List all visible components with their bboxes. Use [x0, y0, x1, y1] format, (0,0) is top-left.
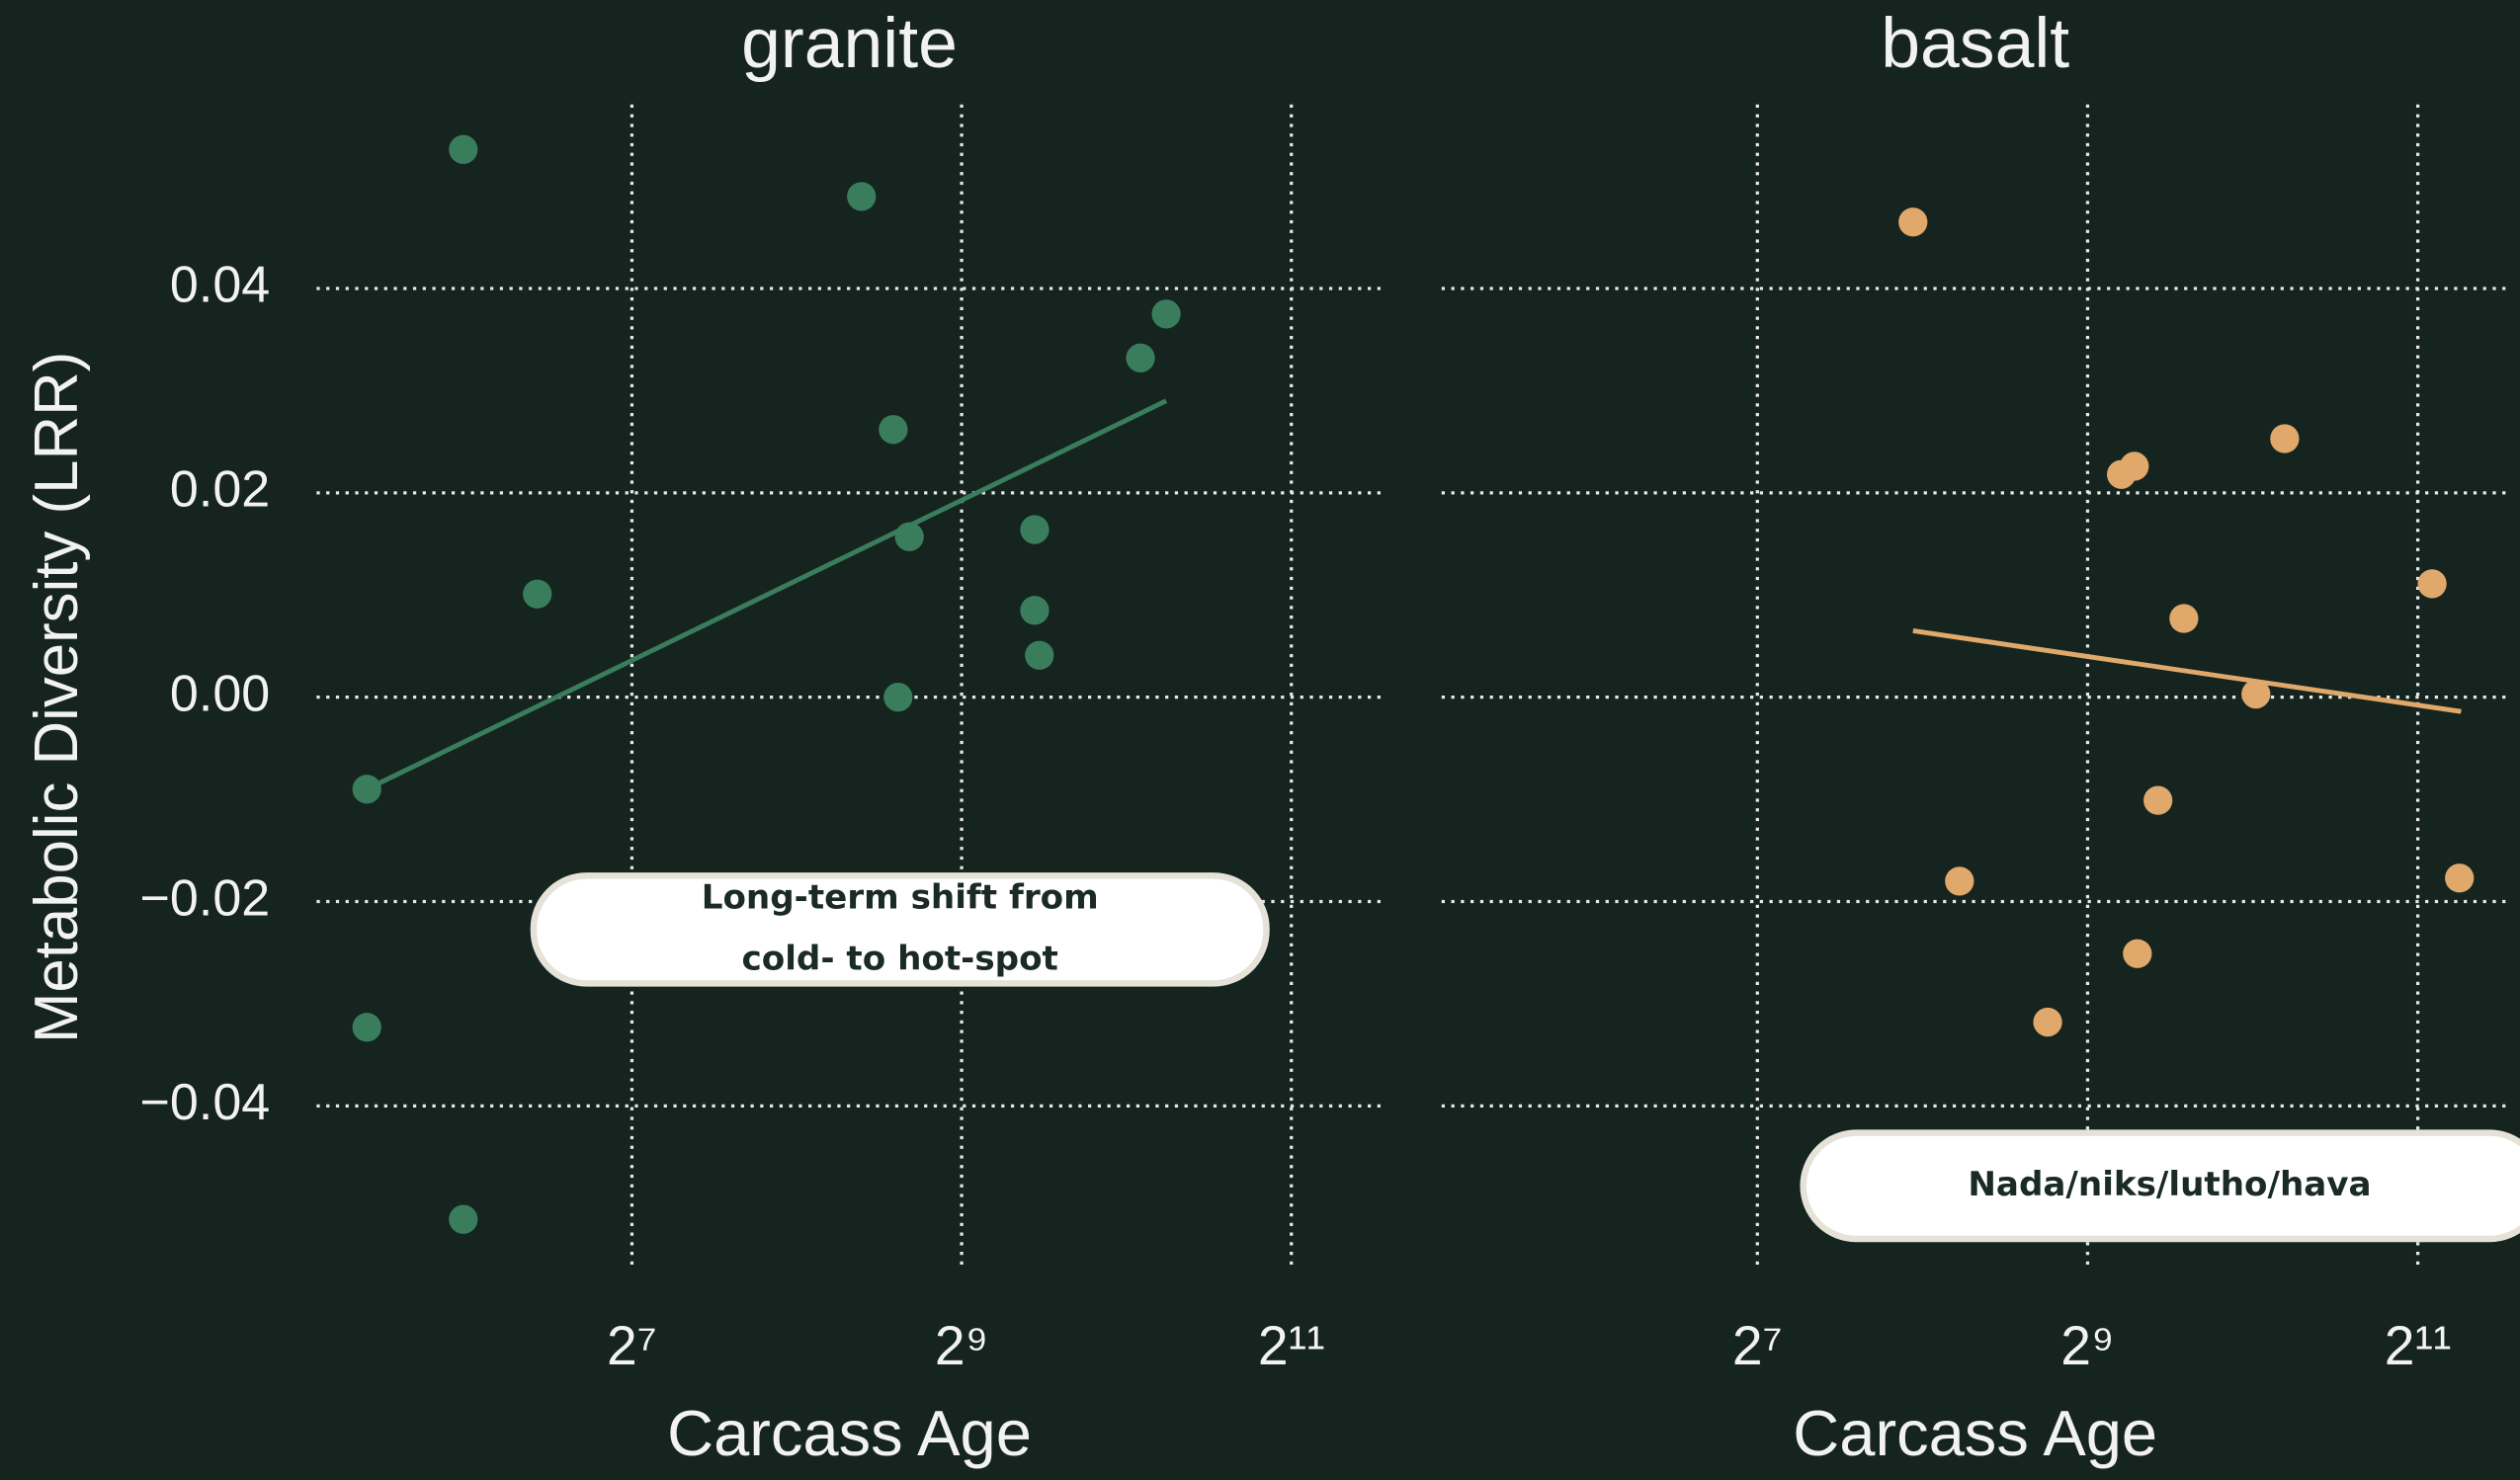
point — [2417, 569, 2447, 599]
point — [449, 1204, 478, 1234]
point — [449, 134, 478, 164]
annotation-box — [530, 872, 1270, 987]
trend-line — [366, 398, 1168, 791]
y-tick-label: 0.00 — [170, 665, 270, 722]
point — [352, 775, 381, 804]
point — [894, 522, 924, 551]
point — [883, 683, 913, 712]
y-tick-label: 0.04 — [170, 257, 270, 314]
trend-line — [1912, 628, 2462, 714]
y-axis-label: Metabolic Diversity (LRR) — [23, 352, 91, 1043]
x-axis-label: Carcass Age — [667, 1397, 1032, 1469]
point — [2123, 939, 2152, 968]
annotation-box — [1800, 1129, 2520, 1243]
point — [847, 182, 877, 211]
x-axis-label: Carcass Age — [1793, 1397, 2157, 1469]
annotation-text: Nada/niks/lutho/hava — [1968, 1165, 2371, 1204]
x-tick-label: 2⁷ — [607, 1315, 657, 1376]
point — [352, 1013, 381, 1042]
x-tick-label: 2¹¹ — [1258, 1315, 1325, 1376]
point — [2033, 1007, 2062, 1037]
point — [879, 415, 908, 445]
point — [1020, 515, 1050, 544]
panel-title: basalt — [1881, 4, 2069, 83]
point — [1020, 596, 1050, 625]
x-tick-label: 2⁹ — [935, 1315, 988, 1376]
x-tick-label: 2⁷ — [1732, 1315, 1783, 1376]
point — [1898, 207, 1928, 237]
point — [2241, 679, 2271, 709]
point — [2169, 604, 2199, 633]
y-tick-label: −0.04 — [140, 1074, 271, 1131]
point — [1025, 640, 1054, 670]
point — [523, 579, 552, 609]
point — [2445, 863, 2475, 893]
annotation-text: Long-term shift from — [702, 878, 1099, 918]
y-tick-label: 0.02 — [170, 461, 270, 519]
x-tick-label: 2¹¹ — [2385, 1315, 2452, 1376]
annotation-text: cold- to hot-spot — [742, 939, 1058, 978]
point — [2143, 785, 2173, 815]
point — [1945, 866, 1974, 896]
x-tick-label: 2⁹ — [2060, 1315, 2114, 1376]
point — [2120, 452, 2149, 481]
panel-title: granite — [741, 4, 958, 83]
y-tick-label: −0.02 — [140, 869, 271, 927]
point — [2270, 424, 2300, 453]
point — [1126, 343, 1155, 372]
point — [1151, 299, 1181, 329]
